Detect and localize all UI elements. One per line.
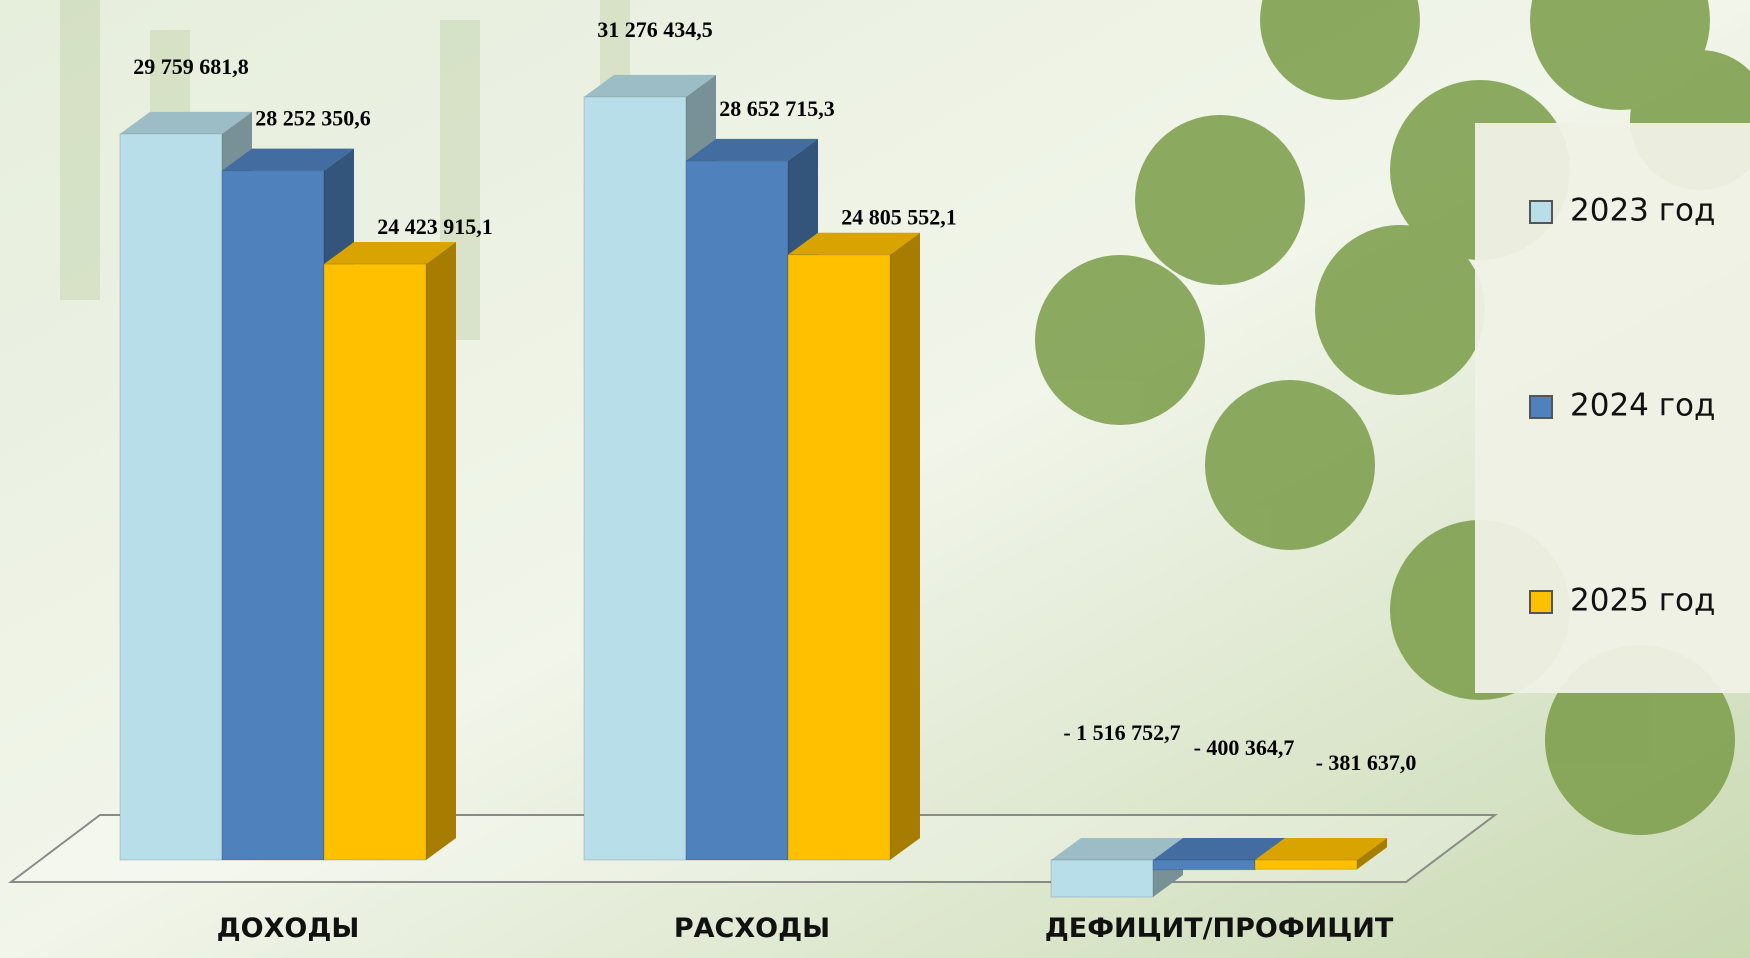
value-label: 28 652 715,3 [719,96,835,121]
legend-swatch [1530,396,1552,418]
value-label: - 381 637,0 [1316,750,1417,775]
bar [120,134,222,860]
bar [324,264,426,860]
x-tick-label: РАСХОДЫ [674,913,830,944]
value-label: 24 805 552,1 [841,205,957,230]
bar [686,161,788,860]
bar [788,255,890,860]
bar-side-shade [426,242,456,860]
bar [1051,860,1153,897]
x-tick-label: ДЕФИЦИТ/ПРОФИЦИТ [1045,913,1394,944]
bar [1255,860,1357,869]
value-label: 31 276 434,5 [597,17,713,42]
bar [584,97,686,860]
value-label: 28 252 350,6 [255,106,371,131]
legend-label: 2024 год [1570,388,1715,424]
legend-swatch [1530,201,1552,223]
chart: ДОХОДЫ РАСХОДЫ ДЕФИЦИТ/ПРОФИЦИТ 29 759 681,… [0,0,1750,958]
value-label: - 400 364,7 [1194,735,1295,760]
bar-side-shade [890,233,920,860]
legend-label: 2025 год [1570,583,1715,619]
legend-label: 2023 год [1570,193,1715,229]
bar [1153,860,1255,870]
legend-swatch [1530,591,1552,613]
bar [222,171,324,860]
x-tick-label: ДОХОДЫ [217,913,360,944]
value-label: 29 759 681,8 [133,54,249,79]
value-label: 24 423 915,1 [377,214,493,239]
value-label: - 1 516 752,7 [1063,720,1180,745]
